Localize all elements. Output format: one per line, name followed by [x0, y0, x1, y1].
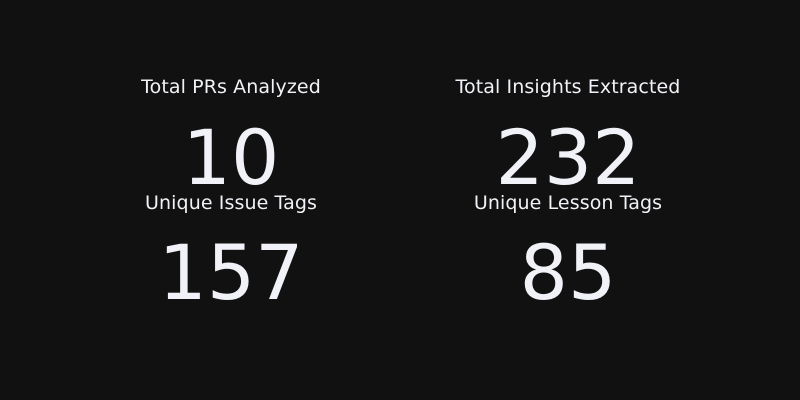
metric-label: Unique Lesson Tags [473, 192, 663, 214]
metric-unique-issue-tags: Unique Issue Tags 157 [71, 191, 391, 311]
metric-total-insights-extracted: Total Insights Extracted 232 [408, 75, 728, 196]
metric-value: 85 [519, 228, 617, 317]
metric-value: 232 [495, 113, 641, 202]
metric-value: 157 [158, 228, 304, 317]
metric-value: 10 [182, 113, 280, 202]
metric-unique-lesson-tags: Unique Lesson Tags 85 [408, 191, 728, 311]
metric-label: Total Insights Extracted [455, 76, 681, 98]
metric-total-prs-analyzed: Total PRs Analyzed 10 [71, 75, 391, 196]
metric-label: Total PRs Analyzed [141, 76, 321, 98]
metric-label: Unique Issue Tags [145, 192, 317, 214]
